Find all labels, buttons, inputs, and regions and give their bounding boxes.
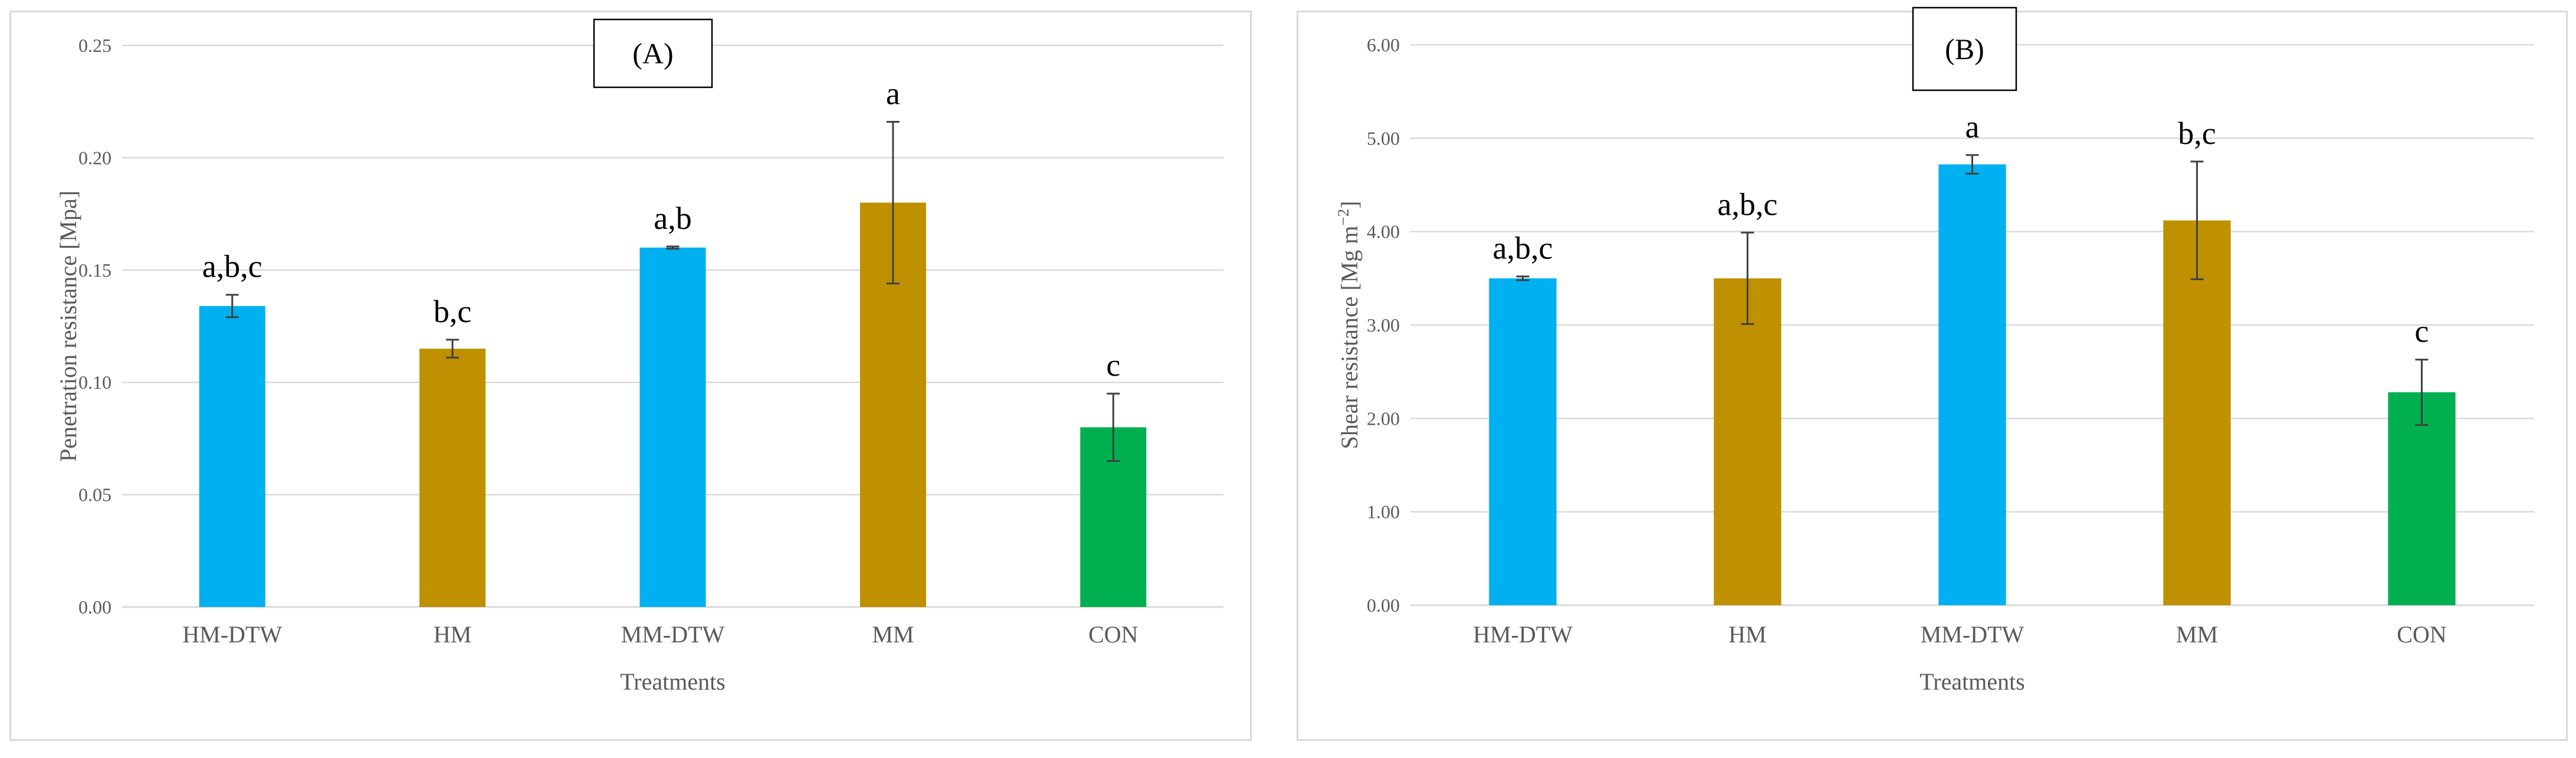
bar-mm (2163, 220, 2231, 606)
x-tick-label: HM-DTW (1473, 621, 1573, 648)
panel-tag: (B) (1945, 32, 1984, 65)
x-tick-label: CON (1088, 621, 1138, 648)
y-tick-label: 0.05 (78, 484, 111, 506)
significance-label: a,b,c (1493, 231, 1553, 266)
y-axis-title-text: Shear resistance [Mg m (1336, 226, 1363, 449)
bar-hm (419, 349, 486, 607)
y-tick-label: 4.00 (1367, 221, 1400, 242)
significance-label: b,c (434, 294, 471, 329)
chart-panel-b: 0.00 1.00 2.00 3.00 4.00 5.00 6.00 a,b,c HM-DTW a… (1297, 6, 2568, 741)
chart-b-svg: 0.00 1.00 2.00 3.00 4.00 5.00 6.00 a,b,c HM-DTW a… (1334, 6, 2534, 695)
y-tick-label: 0.20 (78, 147, 111, 168)
panel-tag: (A) (632, 37, 673, 70)
bar-con (2388, 392, 2456, 605)
y-tick-label: 0.00 (1367, 595, 1400, 616)
chart-panel-a: 0.00 0.05 0.10 0.15 0.20 0.25 a,b,c HM-DTW b,c HM… (9, 11, 1252, 741)
y-tick-label: 3.00 (1367, 314, 1400, 336)
y-tick-label: 0.25 (78, 35, 111, 56)
panel-tag-box (1912, 6, 2017, 91)
y-axis-title-text: Penetration resistance [Mpa] (55, 191, 81, 462)
y-tick-label: 6.00 (1367, 34, 1400, 55)
y-axis-title-end: ] (1336, 201, 1363, 209)
y-tick-label: 5.00 (1367, 127, 1400, 149)
x-tick-label: HM (434, 621, 471, 648)
significance-label: b,c (2178, 116, 2216, 151)
significance-label: a,b,c (1718, 186, 1778, 222)
bar-hm-dtw (1489, 278, 1557, 605)
x-axis-title: Treatments (1919, 668, 2025, 695)
significance-label: a,b,c (202, 249, 262, 284)
x-tick-label: MM-DTW (621, 621, 725, 648)
y-tick-label: 1.00 (1367, 501, 1400, 523)
bar-hm-dtw (199, 306, 265, 607)
y-tick-label: 0.10 (78, 372, 111, 393)
y-axis-title: Penetration resistance [Mpa] (55, 191, 81, 462)
bar-mm-dtw (1938, 164, 2006, 606)
significance-label: a,b (654, 201, 691, 236)
y-tick-label: 0.00 (78, 596, 111, 618)
x-tick-label: HM-DTW (182, 621, 282, 648)
significance-label: c (2415, 314, 2429, 349)
y-axis-title: Shear resistance [Mg m−2] (1334, 201, 1363, 449)
panel-tag-box (593, 18, 713, 88)
x-tick-label: MM (2176, 621, 2218, 648)
y-tick-label: 0.15 (78, 260, 111, 281)
x-tick-label: MM-DTW (1921, 621, 2024, 648)
chart-a-svg: 0.00 0.05 0.10 0.15 0.20 0.25 a,b,c HM-DTW b,c HM… (55, 18, 1223, 695)
significance-label: a (1965, 109, 1980, 145)
y-tick-label: 2.00 (1367, 408, 1400, 429)
bar-hm (1714, 278, 1781, 605)
x-axis-title: Treatments (620, 668, 726, 695)
y-axis-title-superscript: −2 (1334, 209, 1352, 226)
x-tick-label: MM (872, 621, 914, 648)
bar-mm-dtw (639, 247, 706, 608)
x-tick-label: HM (1728, 621, 1766, 648)
significance-label: a (886, 76, 900, 111)
x-tick-label: CON (2397, 621, 2446, 648)
significance-label: c (1106, 347, 1120, 383)
